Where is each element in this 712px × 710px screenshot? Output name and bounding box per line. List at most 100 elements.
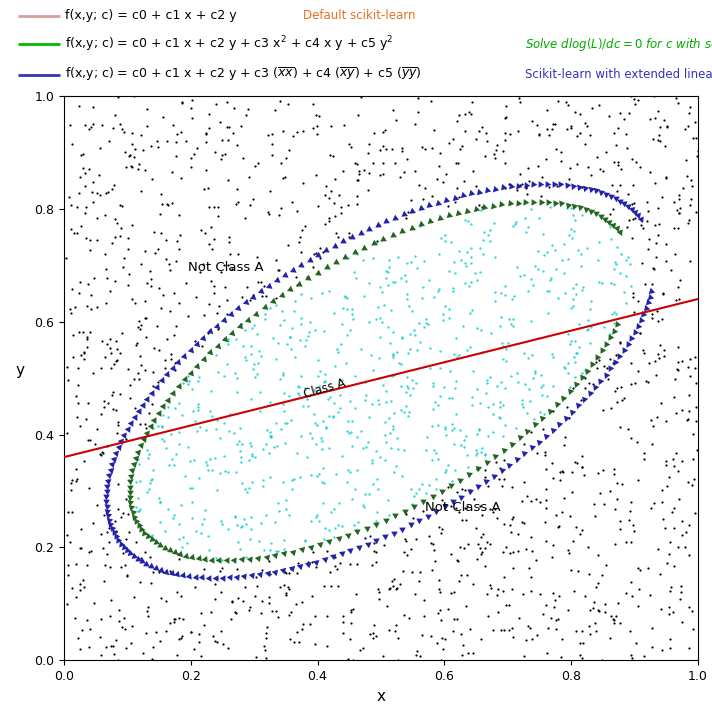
Point bbox=[94, 631, 105, 643]
Point bbox=[614, 268, 626, 279]
Point bbox=[177, 542, 188, 553]
Point bbox=[652, 134, 664, 146]
Point bbox=[500, 356, 511, 367]
Point bbox=[347, 314, 359, 325]
Point bbox=[120, 533, 131, 545]
Point bbox=[309, 324, 320, 336]
Point bbox=[669, 523, 680, 534]
Point bbox=[272, 611, 283, 622]
Point bbox=[115, 388, 126, 400]
Point bbox=[673, 365, 684, 376]
Point bbox=[525, 315, 537, 327]
Point bbox=[428, 125, 439, 136]
Point bbox=[387, 143, 398, 155]
Point bbox=[671, 92, 682, 104]
Point bbox=[140, 364, 151, 376]
Point bbox=[525, 531, 537, 542]
Point bbox=[447, 283, 459, 294]
Point bbox=[63, 569, 74, 581]
Point bbox=[305, 515, 317, 527]
Point bbox=[109, 109, 120, 120]
Point bbox=[441, 168, 452, 180]
Point bbox=[91, 187, 103, 199]
Point bbox=[666, 581, 677, 592]
Point bbox=[379, 124, 390, 136]
Point bbox=[225, 613, 236, 625]
Point bbox=[278, 534, 290, 545]
Point bbox=[253, 357, 264, 368]
Point bbox=[497, 430, 508, 442]
Point bbox=[541, 124, 553, 135]
Point bbox=[197, 340, 208, 351]
Point bbox=[258, 544, 270, 555]
Point bbox=[506, 370, 517, 381]
Point bbox=[643, 233, 654, 244]
Point bbox=[126, 294, 137, 305]
Point bbox=[541, 648, 553, 659]
Point bbox=[271, 417, 282, 429]
Point bbox=[273, 264, 284, 275]
Point bbox=[182, 310, 194, 322]
Point bbox=[555, 155, 567, 166]
Point bbox=[83, 641, 95, 652]
Point bbox=[604, 485, 615, 496]
Point bbox=[133, 316, 145, 327]
Point bbox=[383, 255, 394, 266]
Point bbox=[152, 244, 163, 255]
Point bbox=[372, 395, 384, 406]
Point bbox=[209, 452, 221, 464]
Point bbox=[547, 351, 558, 363]
Point bbox=[383, 413, 394, 424]
Point bbox=[351, 175, 362, 186]
Point bbox=[564, 412, 575, 423]
Point bbox=[114, 230, 125, 241]
Point bbox=[362, 437, 374, 448]
Point bbox=[136, 552, 147, 563]
Point bbox=[543, 285, 555, 296]
Point bbox=[380, 273, 392, 284]
Point bbox=[281, 495, 292, 506]
Point bbox=[379, 265, 391, 276]
Point bbox=[137, 648, 149, 659]
Point bbox=[182, 441, 194, 452]
Point bbox=[157, 409, 169, 420]
Point bbox=[681, 170, 692, 181]
Point bbox=[318, 376, 330, 388]
Point bbox=[335, 207, 347, 219]
Point bbox=[379, 540, 390, 551]
Point bbox=[670, 294, 681, 305]
Point bbox=[286, 343, 297, 354]
Point bbox=[625, 536, 637, 547]
Point bbox=[587, 602, 599, 613]
Point bbox=[88, 518, 99, 529]
Point bbox=[310, 247, 321, 258]
Point bbox=[391, 432, 402, 444]
Point bbox=[520, 179, 531, 190]
Point bbox=[587, 378, 599, 390]
Point bbox=[449, 268, 461, 279]
Point bbox=[447, 625, 459, 636]
Point bbox=[173, 518, 184, 530]
Point bbox=[290, 599, 302, 610]
Point bbox=[517, 495, 528, 506]
Point bbox=[577, 637, 589, 648]
Point bbox=[511, 217, 522, 228]
Point bbox=[342, 292, 353, 303]
Point bbox=[297, 125, 308, 136]
Point bbox=[263, 447, 274, 459]
Point bbox=[595, 488, 606, 499]
Point bbox=[582, 243, 593, 254]
Point bbox=[482, 480, 493, 491]
Point bbox=[211, 415, 223, 426]
Point bbox=[624, 214, 635, 225]
Point bbox=[198, 183, 209, 195]
Point bbox=[75, 221, 87, 232]
Point bbox=[649, 356, 661, 367]
Point bbox=[634, 564, 646, 575]
Point bbox=[513, 126, 524, 137]
Point bbox=[661, 557, 672, 569]
Point bbox=[570, 457, 581, 468]
Point bbox=[567, 535, 578, 547]
Point bbox=[168, 329, 179, 340]
Point bbox=[684, 601, 695, 613]
